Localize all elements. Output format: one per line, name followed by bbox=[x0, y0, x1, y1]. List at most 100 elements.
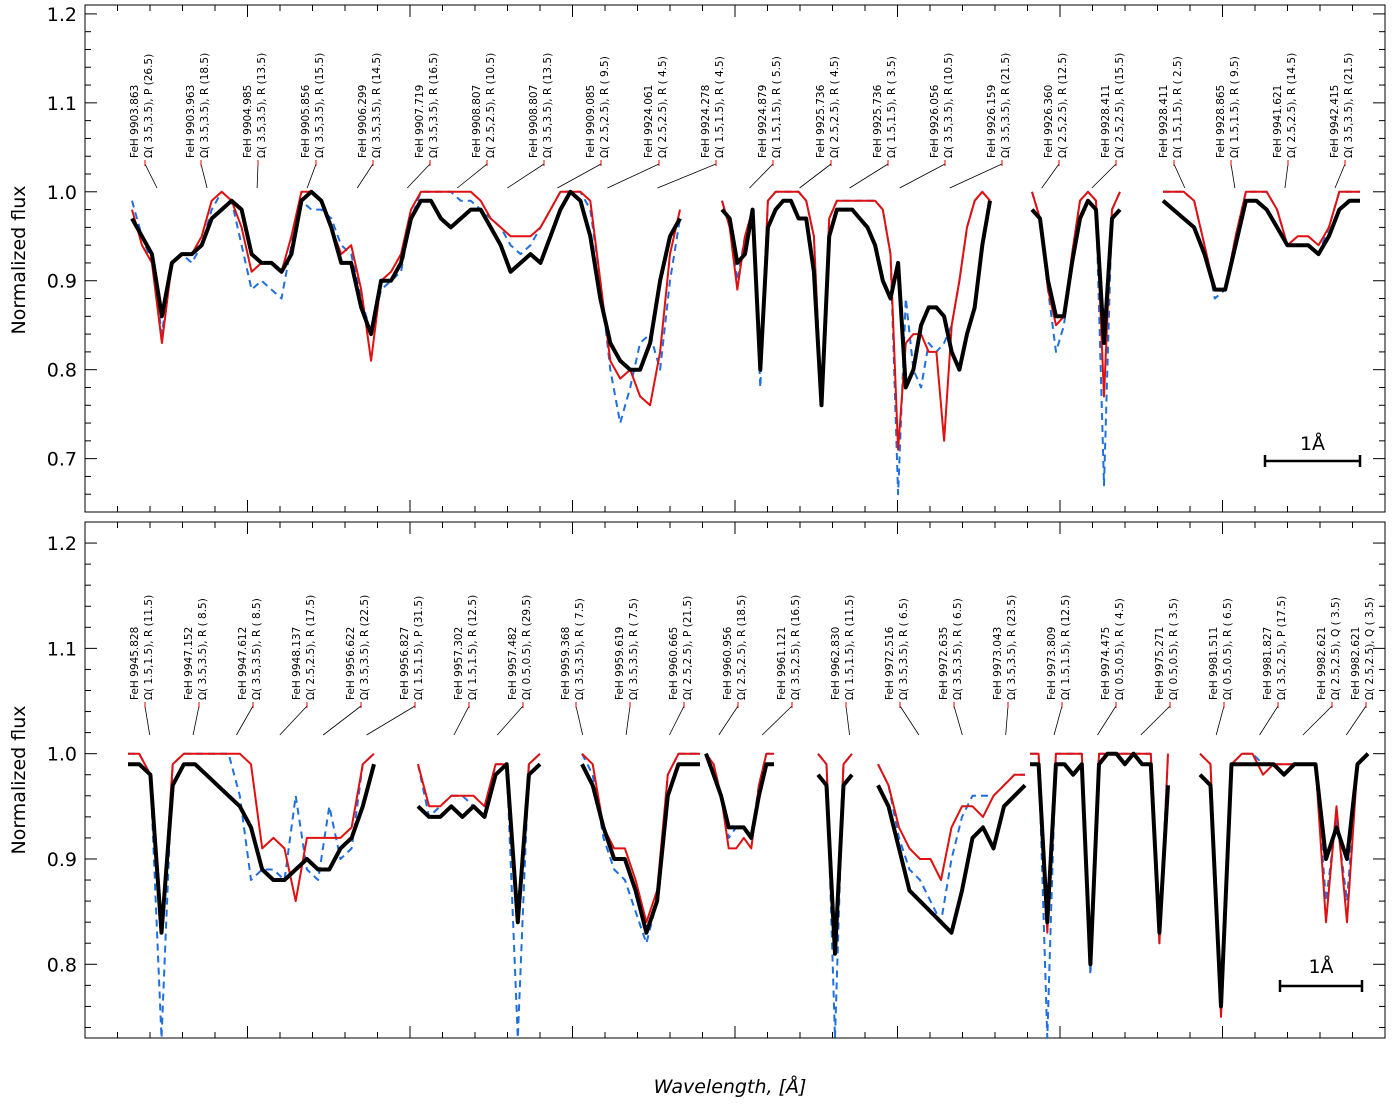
line-id: FeH 9948.137 Ω( 2.5,2.5), R (17.5) bbox=[279, 595, 317, 736]
line-id-branch: Ω( 3.5,3.5), R ( 8.5) bbox=[251, 598, 263, 700]
spectrum-observed bbox=[720, 198, 992, 408]
line-id-species-wl: FeH 9961.121 bbox=[776, 627, 788, 700]
line-id-branch: Ω( 3.5,3.5), R (10.5) bbox=[943, 53, 955, 158]
line-id-connector bbox=[144, 160, 158, 189]
line-id-branch: Ω( 3.5,3.5), R (22.5) bbox=[359, 595, 371, 700]
line-id: FeH 9959.619 Ω( 3.5,3.5), R ( 7.5) bbox=[614, 598, 640, 736]
line-id-connector bbox=[1345, 702, 1367, 736]
line-id-connector bbox=[1173, 160, 1186, 189]
y-tick-label: 0.9 bbox=[47, 271, 77, 293]
line-id-species-wl: FeH 9908.807 bbox=[528, 85, 540, 158]
y-tick-label: 0.8 bbox=[47, 954, 77, 976]
line-id-species-wl: FeH 9908.807 bbox=[471, 85, 483, 158]
line-id-branch: Ω( 3.5,3.5), P (26.5) bbox=[143, 54, 155, 158]
line-id-species-wl: FeH 9903.863 bbox=[129, 85, 141, 158]
y-tick-label: 1.2 bbox=[47, 4, 77, 26]
line-id-branch: Ω( 1.5,1.5), R ( 9.5) bbox=[1229, 56, 1241, 158]
line-id-branch: Ω( 3.5,3.5), R (18.5) bbox=[199, 53, 211, 158]
line-id-species-wl: FeH 9926.056 bbox=[929, 84, 941, 158]
line-id-connector bbox=[366, 702, 416, 736]
line-id-connector bbox=[1259, 702, 1279, 736]
line-id-connector bbox=[322, 702, 362, 736]
line-id-species-wl: FeH 9973.809 bbox=[1046, 627, 1058, 700]
line-id-branch: Ω( 1.5,1.5), R ( 3.5) bbox=[886, 56, 898, 158]
y-tick-label: 0.9 bbox=[47, 849, 77, 871]
spectrum-observed bbox=[416, 762, 542, 925]
line-id-connector bbox=[761, 702, 793, 736]
line-id: FeH 9961.121 Ω( 3.5,2.5), R (16.5) bbox=[761, 595, 802, 736]
line-id-species-wl: FeH 9962.830 bbox=[830, 627, 842, 700]
y-tick-label: 1.1 bbox=[47, 638, 77, 660]
spectrum-observed bbox=[1161, 198, 1360, 292]
line-id-branch: Ω( 0.5,0.5), R (29.5) bbox=[521, 595, 533, 700]
line-id-species-wl: FeH 9947.152 bbox=[183, 627, 195, 700]
line-id: FeH 9928.411 Ω( 2.5,2.5), R (15.5) bbox=[1091, 53, 1126, 189]
line-id-connector bbox=[899, 160, 946, 189]
line-id-branch: Ω( 2.5,2.5), R (12.5) bbox=[1057, 53, 1069, 158]
line-id-species-wl: FeH 9904.985 bbox=[242, 85, 254, 158]
line-id-species-wl: FeH 9947.612 bbox=[237, 627, 249, 700]
line-id-species-wl: FeH 9924.278 bbox=[700, 85, 712, 158]
line-id-connector bbox=[200, 160, 208, 189]
line-id: FeH 9904.985 Ω( 3.5,3.5), R (13.5) bbox=[242, 53, 268, 189]
line-id-branch: Ω( 2.5,2.5), P (21.5) bbox=[682, 596, 694, 700]
line-id-connector bbox=[144, 702, 151, 736]
line-id-branch: Ω( 1.5,1.5), R (11.5) bbox=[844, 595, 856, 700]
line-id-species-wl: FeH 9907.719 bbox=[414, 85, 426, 158]
line-id-branch: Ω( 3.5,3.5), R (13.5) bbox=[542, 53, 554, 158]
line-id-connector bbox=[457, 160, 488, 189]
line-id: FeH 9924.061 Ω( 2.5,2.5), R ( 4.5) bbox=[607, 56, 669, 189]
line-id: FeH 9972.635 Ω( 3.5,3.5), R ( 6.5) bbox=[938, 598, 964, 736]
line-id: FeH 9982.621 Ω( 2.5,2.5), Q ( 3.5) bbox=[1302, 597, 1342, 736]
x-axis-label: Wavelength, [Å] bbox=[654, 1075, 807, 1098]
line-id-branch: Ω( 2.5,2.5), Q ( 3.5) bbox=[1364, 597, 1376, 700]
line-id-connector bbox=[497, 702, 524, 736]
line-id-species-wl: FeH 9928.411 bbox=[1158, 85, 1170, 158]
line-id-connector bbox=[192, 702, 200, 736]
spectrum-model_red bbox=[581, 752, 700, 924]
line-id-connector bbox=[899, 702, 920, 736]
line-id-species-wl: FeH 9909.085 bbox=[585, 85, 597, 158]
line-id-branch: Ω( 3.5,3.5), R (23.5) bbox=[1006, 595, 1018, 700]
y-tick-label: 0.8 bbox=[47, 360, 77, 382]
line-id-species-wl: FeH 9981.511 bbox=[1208, 627, 1220, 700]
line-id: FeH 9926.360 Ω( 2.5,2.5), R (12.5) bbox=[1041, 53, 1069, 189]
line-id-species-wl: FeH 9957.302 bbox=[453, 627, 465, 700]
line-id-species-wl: FeH 9972.635 bbox=[938, 627, 950, 700]
line-id-species-wl: FeH 9975.271 bbox=[1154, 627, 1166, 700]
line-id-connector bbox=[1091, 160, 1117, 189]
line-id: FeH 9981.827 Ω( 3.5,2.5), P (17.5) bbox=[1259, 596, 1288, 736]
line-id: FeH 9924.879 Ω( 1.5,1.5), R ( 5.5) bbox=[749, 56, 783, 189]
line-id-connector bbox=[657, 160, 717, 189]
line-id-branch: Ω( 1.5,1.5), R (11.5) bbox=[143, 595, 155, 700]
spectrum-model_red bbox=[877, 763, 1025, 881]
line-id-branch: Ω( 3.5,3.5), R (21.5) bbox=[1343, 53, 1355, 158]
line-id-branch: Ω( 1.5,1.5), R (12.5) bbox=[467, 595, 479, 700]
y-tick-label: 1.2 bbox=[47, 533, 77, 555]
line-id: FeH 9906.299 Ω( 3.5,3.5), R (14.5) bbox=[356, 53, 383, 189]
line-id-branch: Ω( 2.5,2.5), R ( 9.5) bbox=[599, 56, 611, 158]
spectrum-model_red bbox=[1163, 190, 1360, 291]
line-id-connector bbox=[749, 160, 774, 189]
line-id-branch: Ω( 2.5,2.5), R (17.5) bbox=[305, 595, 317, 700]
line-id-connector bbox=[507, 160, 545, 189]
line-id-connector bbox=[718, 702, 739, 736]
line-id-connector bbox=[236, 702, 254, 736]
line-id-species-wl: FeH 9928.865 bbox=[1215, 85, 1227, 158]
line-id-connector bbox=[1334, 160, 1346, 189]
line-id: FeH 9942.415 Ω( 3.5,3.5), R (21.5) bbox=[1329, 53, 1355, 189]
line-id: FeH 9945.828 Ω( 1.5,1.5), R (11.5) bbox=[129, 595, 155, 736]
line-id-connector bbox=[799, 160, 832, 189]
spectrum-observed bbox=[816, 773, 854, 956]
line-id: FeH 9926.159 Ω( 3.5,3.5), R (21.5) bbox=[949, 53, 1012, 189]
line-id: FeH 9926.056 Ω( 3.5,3.5), R (10.5) bbox=[899, 53, 955, 189]
line-id: FeH 9959.368 Ω( 3.5,3.5), R ( 7.5) bbox=[560, 598, 586, 736]
line-id-species-wl: FeH 9972.516 bbox=[884, 626, 896, 700]
line-id: FeH 9928.865 Ω( 1.5,1.5), R ( 9.5) bbox=[1215, 56, 1241, 189]
line-id: FeH 9907.719 Ω( 3.5,3.5), R (16.5) bbox=[406, 53, 440, 189]
line-id-species-wl: FeH 9942.415 bbox=[1329, 85, 1341, 158]
line-id: FeH 9962.830 Ω( 1.5,1.5), R (11.5) bbox=[830, 595, 856, 736]
line-id-connector bbox=[453, 702, 470, 736]
line-id: FeH 9972.516 Ω( 3.5,3.5), R ( 6.5) bbox=[884, 598, 920, 736]
